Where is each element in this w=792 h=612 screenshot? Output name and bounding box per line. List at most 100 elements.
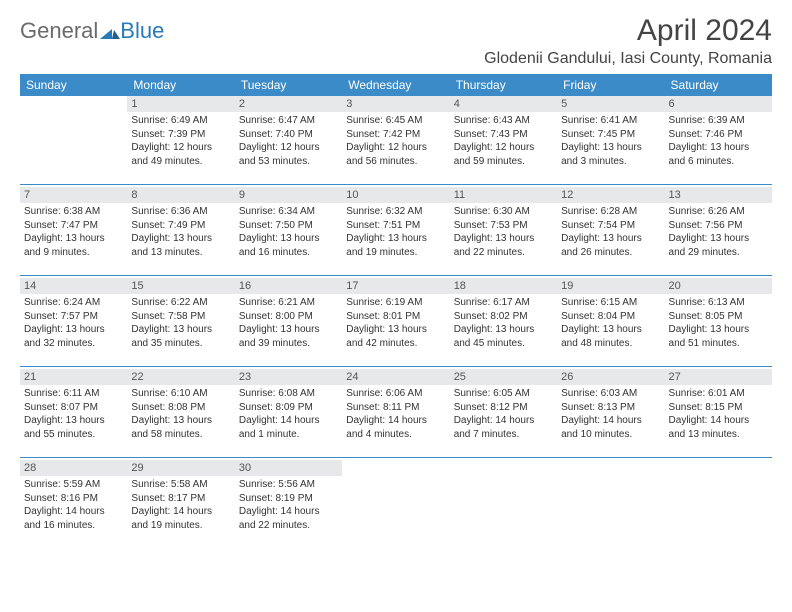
calendar-cell: 10Sunrise: 6:32 AMSunset: 7:51 PMDayligh… xyxy=(342,187,449,275)
calendar-cell: 20Sunrise: 6:13 AMSunset: 8:05 PMDayligh… xyxy=(665,278,772,366)
day-number: 23 xyxy=(235,369,342,385)
calendar-cell: 24Sunrise: 6:06 AMSunset: 8:11 PMDayligh… xyxy=(342,369,449,457)
logo-text-blue: Blue xyxy=(120,18,164,44)
day-number: 30 xyxy=(235,460,342,476)
calendar-week-row: 14Sunrise: 6:24 AMSunset: 7:57 PMDayligh… xyxy=(20,278,772,366)
day-number: 22 xyxy=(127,369,234,385)
calendar-cell xyxy=(20,96,127,184)
day-details: Sunrise: 6:26 AMSunset: 7:56 PMDaylight:… xyxy=(665,203,772,263)
day-details: Sunrise: 6:47 AMSunset: 7:40 PMDaylight:… xyxy=(235,112,342,172)
day-number: 12 xyxy=(557,187,664,203)
day-details: Sunrise: 6:22 AMSunset: 7:58 PMDaylight:… xyxy=(127,294,234,354)
calendar-cell: 12Sunrise: 6:28 AMSunset: 7:54 PMDayligh… xyxy=(557,187,664,275)
day-number: 8 xyxy=(127,187,234,203)
calendar-cell: 25Sunrise: 6:05 AMSunset: 8:12 PMDayligh… xyxy=(450,369,557,457)
day-number: 1 xyxy=(127,96,234,112)
calendar-cell: 17Sunrise: 6:19 AMSunset: 8:01 PMDayligh… xyxy=(342,278,449,366)
calendar-cell: 29Sunrise: 5:58 AMSunset: 8:17 PMDayligh… xyxy=(127,460,234,548)
day-details: Sunrise: 6:30 AMSunset: 7:53 PMDaylight:… xyxy=(450,203,557,263)
calendar-cell: 2Sunrise: 6:47 AMSunset: 7:40 PMDaylight… xyxy=(235,96,342,184)
calendar-cell: 6Sunrise: 6:39 AMSunset: 7:46 PMDaylight… xyxy=(665,96,772,184)
day-details: Sunrise: 6:17 AMSunset: 8:02 PMDaylight:… xyxy=(450,294,557,354)
logo-mark-icon xyxy=(100,23,120,39)
weekday-header: Monday xyxy=(127,74,234,96)
day-details: Sunrise: 6:01 AMSunset: 8:15 PMDaylight:… xyxy=(665,385,772,445)
calendar-cell: 18Sunrise: 6:17 AMSunset: 8:02 PMDayligh… xyxy=(450,278,557,366)
day-details: Sunrise: 6:32 AMSunset: 7:51 PMDaylight:… xyxy=(342,203,449,263)
day-details: Sunrise: 6:45 AMSunset: 7:42 PMDaylight:… xyxy=(342,112,449,172)
day-number: 19 xyxy=(557,278,664,294)
calendar-cell: 16Sunrise: 6:21 AMSunset: 8:00 PMDayligh… xyxy=(235,278,342,366)
day-number: 7 xyxy=(20,187,127,203)
weekday-header: Tuesday xyxy=(235,74,342,96)
day-number: 17 xyxy=(342,278,449,294)
day-number: 6 xyxy=(665,96,772,112)
day-number: 15 xyxy=(127,278,234,294)
day-details: Sunrise: 6:10 AMSunset: 8:08 PMDaylight:… xyxy=(127,385,234,445)
day-details: Sunrise: 5:56 AMSunset: 8:19 PMDaylight:… xyxy=(235,476,342,536)
day-number: 4 xyxy=(450,96,557,112)
calendar-cell: 26Sunrise: 6:03 AMSunset: 8:13 PMDayligh… xyxy=(557,369,664,457)
day-details: Sunrise: 6:24 AMSunset: 7:57 PMDaylight:… xyxy=(20,294,127,354)
day-number: 5 xyxy=(557,96,664,112)
day-details: Sunrise: 6:34 AMSunset: 7:50 PMDaylight:… xyxy=(235,203,342,263)
calendar-cell: 9Sunrise: 6:34 AMSunset: 7:50 PMDaylight… xyxy=(235,187,342,275)
day-details: Sunrise: 6:28 AMSunset: 7:54 PMDaylight:… xyxy=(557,203,664,263)
day-number: 14 xyxy=(20,278,127,294)
day-number: 18 xyxy=(450,278,557,294)
page-title: April 2024 xyxy=(484,14,772,48)
day-number: 20 xyxy=(665,278,772,294)
day-details: Sunrise: 6:36 AMSunset: 7:49 PMDaylight:… xyxy=(127,203,234,263)
day-details: Sunrise: 6:06 AMSunset: 8:11 PMDaylight:… xyxy=(342,385,449,445)
calendar-week-row: 28Sunrise: 5:59 AMSunset: 8:16 PMDayligh… xyxy=(20,460,772,548)
day-details: Sunrise: 6:15 AMSunset: 8:04 PMDaylight:… xyxy=(557,294,664,354)
day-details: Sunrise: 6:41 AMSunset: 7:45 PMDaylight:… xyxy=(557,112,664,172)
day-details: Sunrise: 6:11 AMSunset: 8:07 PMDaylight:… xyxy=(20,385,127,445)
calendar-cell: 3Sunrise: 6:45 AMSunset: 7:42 PMDaylight… xyxy=(342,96,449,184)
calendar-cell: 28Sunrise: 5:59 AMSunset: 8:16 PMDayligh… xyxy=(20,460,127,548)
day-number: 2 xyxy=(235,96,342,112)
logo: General Blue xyxy=(20,14,164,44)
calendar-cell xyxy=(450,460,557,548)
calendar-cell: 13Sunrise: 6:26 AMSunset: 7:56 PMDayligh… xyxy=(665,187,772,275)
calendar-cell: 4Sunrise: 6:43 AMSunset: 7:43 PMDaylight… xyxy=(450,96,557,184)
header: General Blue April 2024 Glodenii Gandulu… xyxy=(20,14,772,68)
day-number: 25 xyxy=(450,369,557,385)
day-details: Sunrise: 6:13 AMSunset: 8:05 PMDaylight:… xyxy=(665,294,772,354)
calendar-table: SundayMondayTuesdayWednesdayThursdayFrid… xyxy=(20,74,772,548)
day-details: Sunrise: 5:58 AMSunset: 8:17 PMDaylight:… xyxy=(127,476,234,536)
location-text: Glodenii Gandului, Iasi County, Romania xyxy=(484,50,772,68)
day-number: 16 xyxy=(235,278,342,294)
calendar-cell: 5Sunrise: 6:41 AMSunset: 7:45 PMDaylight… xyxy=(557,96,664,184)
day-details: Sunrise: 6:43 AMSunset: 7:43 PMDaylight:… xyxy=(450,112,557,172)
day-details: Sunrise: 6:08 AMSunset: 8:09 PMDaylight:… xyxy=(235,385,342,445)
title-block: April 2024 Glodenii Gandului, Iasi Count… xyxy=(484,14,772,68)
calendar-week-row: 1Sunrise: 6:49 AMSunset: 7:39 PMDaylight… xyxy=(20,96,772,184)
calendar-cell: 27Sunrise: 6:01 AMSunset: 8:15 PMDayligh… xyxy=(665,369,772,457)
weekday-header: Thursday xyxy=(450,74,557,96)
calendar-cell xyxy=(557,460,664,548)
day-number: 26 xyxy=(557,369,664,385)
day-details: Sunrise: 6:05 AMSunset: 8:12 PMDaylight:… xyxy=(450,385,557,445)
calendar-cell: 22Sunrise: 6:10 AMSunset: 8:08 PMDayligh… xyxy=(127,369,234,457)
day-details: Sunrise: 5:59 AMSunset: 8:16 PMDaylight:… xyxy=(20,476,127,536)
calendar-cell: 15Sunrise: 6:22 AMSunset: 7:58 PMDayligh… xyxy=(127,278,234,366)
day-details: Sunrise: 6:21 AMSunset: 8:00 PMDaylight:… xyxy=(235,294,342,354)
day-number: 28 xyxy=(20,460,127,476)
calendar-cell: 7Sunrise: 6:38 AMSunset: 7:47 PMDaylight… xyxy=(20,187,127,275)
day-number: 9 xyxy=(235,187,342,203)
day-number: 11 xyxy=(450,187,557,203)
calendar-cell: 23Sunrise: 6:08 AMSunset: 8:09 PMDayligh… xyxy=(235,369,342,457)
calendar-body: 1Sunrise: 6:49 AMSunset: 7:39 PMDaylight… xyxy=(20,96,772,548)
calendar-week-row: 7Sunrise: 6:38 AMSunset: 7:47 PMDaylight… xyxy=(20,187,772,275)
day-number: 3 xyxy=(342,96,449,112)
day-details: Sunrise: 6:39 AMSunset: 7:46 PMDaylight:… xyxy=(665,112,772,172)
day-number: 24 xyxy=(342,369,449,385)
day-number: 21 xyxy=(20,369,127,385)
weekday-header: Sunday xyxy=(20,74,127,96)
weekday-header-row: SundayMondayTuesdayWednesdayThursdayFrid… xyxy=(20,74,772,96)
day-number: 13 xyxy=(665,187,772,203)
calendar-cell: 19Sunrise: 6:15 AMSunset: 8:04 PMDayligh… xyxy=(557,278,664,366)
calendar-cell: 30Sunrise: 5:56 AMSunset: 8:19 PMDayligh… xyxy=(235,460,342,548)
calendar-cell xyxy=(342,460,449,548)
